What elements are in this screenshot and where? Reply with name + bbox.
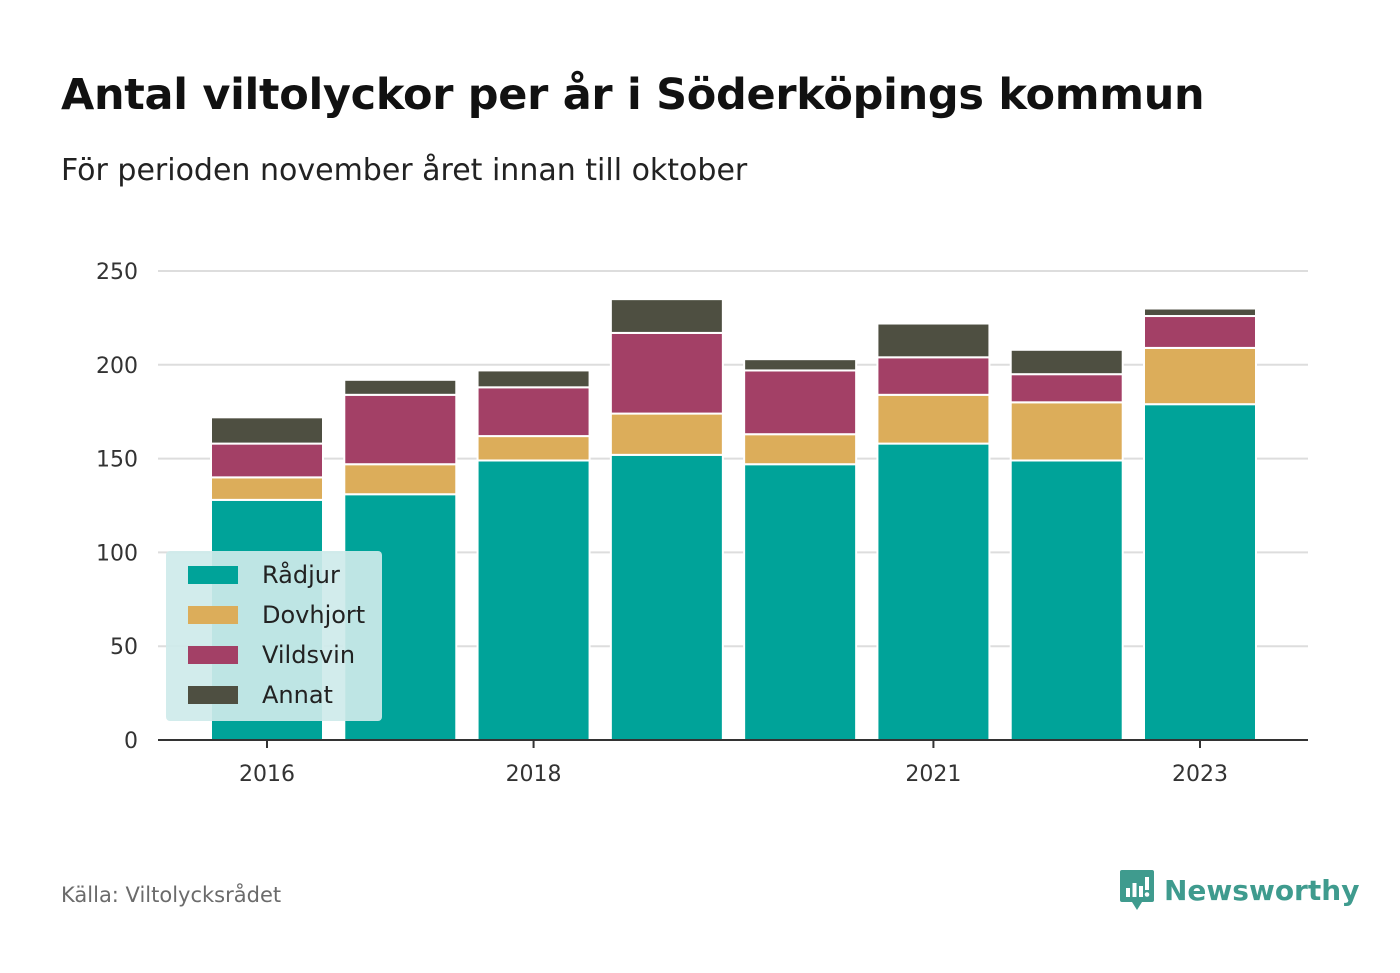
brand-name: Newsworthy bbox=[1164, 873, 1360, 907]
legend-item: Rådjur bbox=[188, 560, 340, 590]
legend-item: Dovhjort bbox=[188, 600, 365, 630]
bar-segment bbox=[609, 412, 724, 456]
y-tick-label: 100 bbox=[96, 541, 138, 566]
bar-segment bbox=[1009, 459, 1124, 741]
bar-segment bbox=[476, 435, 591, 462]
brand-logo: Newsworthy bbox=[1118, 868, 1359, 912]
bar-segment bbox=[1009, 348, 1124, 376]
bar-segment bbox=[210, 416, 324, 445]
bar-segment bbox=[476, 459, 591, 741]
x-tick-label: 2018 bbox=[506, 762, 562, 787]
bar-segment bbox=[210, 476, 324, 501]
legend-swatch bbox=[188, 646, 238, 664]
bar-segment bbox=[1143, 307, 1257, 318]
bar-segment bbox=[876, 442, 991, 741]
legend-label: Vildsvin bbox=[262, 641, 356, 669]
bar-segment bbox=[343, 378, 458, 396]
bar-segment bbox=[609, 298, 724, 334]
x-tick-label: 2023 bbox=[1172, 762, 1228, 787]
bar-segment bbox=[1009, 401, 1124, 462]
bar-segment bbox=[1143, 315, 1257, 349]
bar-segment bbox=[609, 331, 724, 415]
source-note: Källa: Viltolycksrådet bbox=[61, 883, 282, 907]
newsworthy-logo-icon bbox=[1120, 870, 1154, 910]
bar-segment bbox=[876, 393, 991, 445]
y-tick-label: 50 bbox=[110, 635, 138, 660]
bar-segment bbox=[1143, 403, 1257, 741]
legend-swatch bbox=[188, 566, 238, 584]
bar-segment bbox=[743, 369, 858, 436]
x-tick-label: 2021 bbox=[905, 762, 961, 787]
y-tick-label: 250 bbox=[96, 260, 138, 285]
bar-segment bbox=[476, 369, 591, 389]
chart-legend: Rådjur Dovhjort Vildsvin Annat bbox=[166, 551, 382, 721]
bar-segment bbox=[1143, 346, 1257, 406]
chart-subtitle: För perioden november året innan till ok… bbox=[61, 153, 748, 188]
bar-segment bbox=[609, 453, 724, 741]
bar-segment bbox=[343, 463, 458, 496]
bar-segment bbox=[876, 322, 991, 359]
legend-label: Annat bbox=[262, 681, 333, 709]
bar-segment bbox=[743, 358, 858, 372]
y-tick-label: 0 bbox=[124, 729, 138, 754]
y-tick-label: 200 bbox=[96, 354, 138, 379]
bar-segment bbox=[743, 463, 858, 741]
bar-segment bbox=[476, 386, 591, 438]
bar-segment bbox=[743, 433, 858, 466]
bar-segment bbox=[1009, 373, 1124, 404]
legend-item: Annat bbox=[188, 680, 333, 710]
legend-swatch bbox=[188, 606, 238, 624]
legend-label: Dovhjort bbox=[262, 601, 366, 629]
bar-segment bbox=[210, 442, 324, 479]
bar-segment bbox=[876, 356, 991, 396]
bar-segment bbox=[343, 393, 458, 466]
legend-label: Rådjur bbox=[262, 561, 340, 589]
legend-swatch bbox=[188, 686, 238, 704]
chart-title: Antal viltolyckor per år i Söderköpings … bbox=[61, 70, 1205, 120]
legend-item: Vildsvin bbox=[188, 640, 355, 670]
y-tick-label: 150 bbox=[96, 448, 138, 473]
x-tick-label: 2016 bbox=[239, 762, 295, 787]
